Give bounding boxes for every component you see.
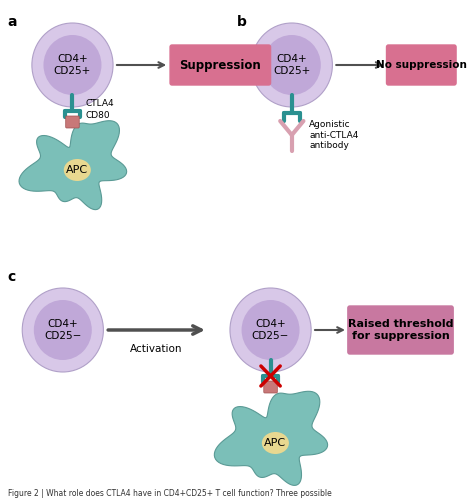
FancyBboxPatch shape <box>264 381 277 393</box>
Polygon shape <box>214 391 328 485</box>
Circle shape <box>34 300 92 360</box>
FancyBboxPatch shape <box>386 45 456 85</box>
Text: Figure 2 | What role does CTLA4 have in CD4+CD25+ T cell function? Three possibl: Figure 2 | What role does CTLA4 have in … <box>8 489 331 498</box>
Text: Agonistic
anti-CTLA4
antibody: Agonistic anti-CTLA4 antibody <box>309 120 359 150</box>
Circle shape <box>230 288 311 372</box>
Text: CTLA4: CTLA4 <box>86 98 115 107</box>
Text: Suppression: Suppression <box>180 58 261 72</box>
Text: b: b <box>237 15 246 29</box>
Circle shape <box>242 300 300 360</box>
Text: APC: APC <box>66 165 88 175</box>
Ellipse shape <box>64 159 91 181</box>
Text: CD4+
CD25+: CD4+ CD25+ <box>54 54 91 76</box>
FancyBboxPatch shape <box>348 306 453 354</box>
Circle shape <box>32 23 113 107</box>
Text: a: a <box>8 15 17 29</box>
Text: CD4+
CD25−: CD4+ CD25− <box>252 319 289 341</box>
Polygon shape <box>19 121 127 210</box>
FancyBboxPatch shape <box>66 116 79 128</box>
Circle shape <box>263 35 321 95</box>
Text: No suppression: No suppression <box>376 60 467 70</box>
Text: CD80: CD80 <box>86 110 110 119</box>
Circle shape <box>22 288 103 372</box>
Text: Raised threshold
for suppression: Raised threshold for suppression <box>348 319 453 341</box>
Ellipse shape <box>262 432 289 454</box>
Text: APC: APC <box>264 438 286 448</box>
Text: CD4+
CD25+: CD4+ CD25+ <box>273 54 310 76</box>
Text: CD4+
CD25−: CD4+ CD25− <box>44 319 82 341</box>
FancyBboxPatch shape <box>170 45 271 85</box>
Circle shape <box>44 35 101 95</box>
Text: Activation: Activation <box>130 344 183 354</box>
Circle shape <box>251 23 332 107</box>
Text: c: c <box>8 270 16 284</box>
